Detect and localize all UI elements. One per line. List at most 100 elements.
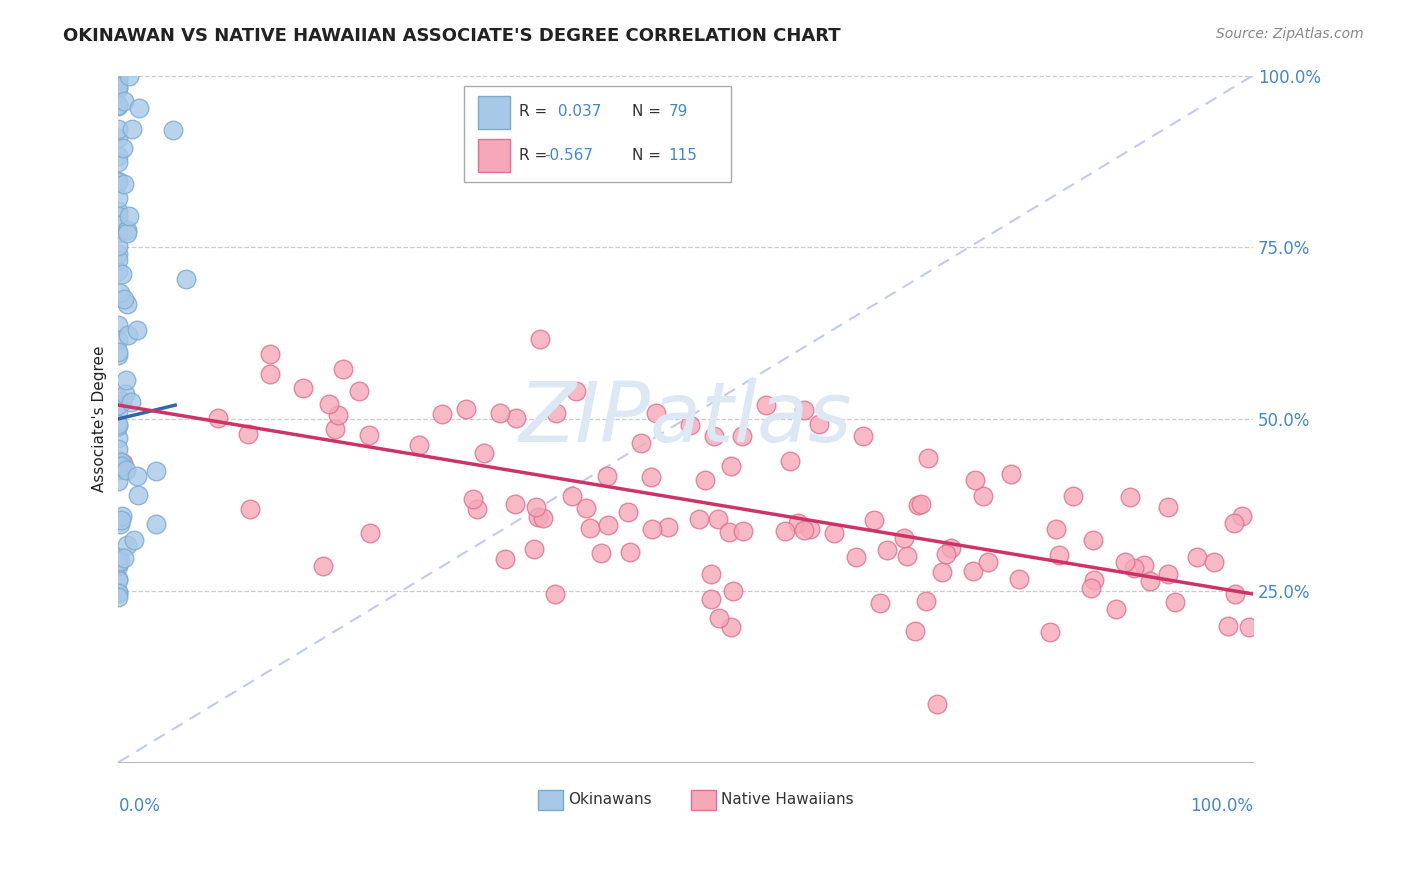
Point — [118, 69, 141, 83]
Point — [107, 453, 129, 467]
Point — [107, 82, 129, 96]
Point — [1000, 467, 1022, 481]
Point — [312, 559, 335, 574]
Point — [703, 429, 725, 443]
Point — [565, 384, 588, 399]
Point — [935, 547, 957, 561]
Point — [107, 190, 129, 204]
Point — [318, 397, 340, 411]
Point — [503, 497, 526, 511]
Point — [114, 373, 136, 387]
Point — [489, 405, 512, 419]
Point — [107, 73, 129, 87]
Point — [107, 122, 129, 136]
Point — [972, 489, 994, 503]
Point — [1105, 602, 1128, 616]
Bar — [478, 139, 510, 172]
Point — [1039, 625, 1062, 640]
Point — [793, 524, 815, 538]
Point — [107, 474, 129, 488]
Point — [125, 323, 148, 337]
Point — [575, 501, 598, 516]
Point — [332, 362, 354, 376]
Point — [1164, 595, 1187, 609]
Point — [454, 402, 477, 417]
Point — [544, 587, 567, 601]
Point — [529, 332, 551, 346]
Point — [925, 698, 948, 712]
Point — [472, 446, 495, 460]
Point — [578, 521, 600, 535]
Point — [465, 501, 488, 516]
Point — [617, 505, 640, 519]
Point — [910, 497, 932, 511]
Point — [107, 347, 129, 361]
Point — [174, 271, 197, 285]
Point — [115, 463, 138, 477]
Point — [1063, 489, 1085, 503]
Point — [112, 292, 135, 306]
Point — [1216, 618, 1239, 632]
Text: R =: R = — [519, 104, 553, 120]
Point — [893, 531, 915, 545]
Point — [596, 469, 619, 483]
Point — [977, 555, 1000, 569]
Point — [787, 516, 810, 531]
Point — [598, 518, 620, 533]
Point — [939, 541, 962, 555]
Point — [108, 285, 131, 300]
Point — [107, 239, 129, 253]
Text: N =: N = — [633, 147, 666, 162]
Point — [145, 464, 167, 478]
Point — [931, 565, 953, 579]
Point — [107, 209, 129, 223]
Point — [207, 411, 229, 425]
Point — [962, 564, 984, 578]
Point — [1081, 533, 1104, 548]
Point — [645, 406, 668, 420]
Point — [107, 131, 129, 145]
Point — [107, 99, 129, 113]
Text: 100.0%: 100.0% — [1189, 797, 1253, 814]
Point — [323, 422, 346, 436]
Bar — [478, 96, 510, 129]
Point — [128, 101, 150, 115]
Text: 79: 79 — [669, 104, 688, 120]
Point — [630, 436, 652, 450]
Point — [259, 347, 281, 361]
Point — [731, 524, 754, 539]
Point — [876, 543, 898, 558]
Point — [1187, 550, 1209, 565]
Text: ZIPatlas: ZIPatlas — [519, 378, 852, 459]
Text: -0.567: -0.567 — [544, 147, 593, 162]
Point — [127, 488, 149, 502]
Point — [111, 509, 134, 524]
Point — [1239, 620, 1261, 634]
Point — [907, 499, 929, 513]
Point — [127, 469, 149, 483]
Text: 0.037: 0.037 — [553, 104, 602, 120]
Point — [107, 463, 129, 477]
Point — [1080, 581, 1102, 595]
Point — [1083, 573, 1105, 587]
Point — [717, 524, 740, 539]
Point — [896, 549, 918, 563]
Text: N =: N = — [633, 104, 666, 120]
Point — [239, 502, 262, 516]
Point — [122, 533, 145, 548]
Point — [1202, 555, 1225, 569]
Text: Source: ZipAtlas.com: Source: ZipAtlas.com — [1216, 27, 1364, 41]
Point — [107, 253, 129, 268]
Point — [111, 394, 134, 409]
Point — [115, 537, 138, 551]
FancyBboxPatch shape — [464, 86, 731, 182]
Point — [238, 426, 260, 441]
Point — [720, 458, 742, 473]
Point — [561, 489, 583, 503]
Point — [531, 510, 554, 524]
Point — [755, 398, 778, 412]
Point — [110, 513, 132, 527]
Point — [107, 318, 129, 332]
Point — [523, 542, 546, 557]
Point — [792, 403, 814, 417]
